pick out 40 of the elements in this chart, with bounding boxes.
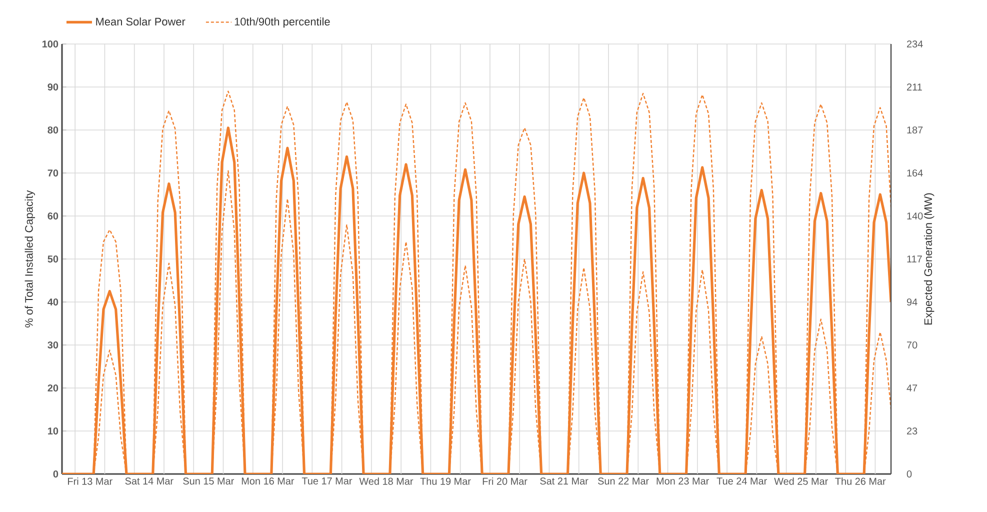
y-tick-label: 20 [48,384,58,392]
x-tick-label: Tue 24 Mar [716,478,767,485]
x-tick-label: Mon 16 Mar [242,478,294,485]
y-tick-label: 70 [48,169,58,177]
x-tick-label: Tue 17 Mar [302,478,352,484]
x-tick-label: Fri 13 Mar [68,478,112,485]
y-tick-label: 80 [48,126,58,134]
y-tick-label: 40 [48,298,58,306]
y2-tick-label: 234 [906,40,923,48]
y2-axis-title: Expected Generation (MW) [924,193,934,324]
y2-tick-label: 140 [907,212,923,220]
x-tick-label: Wed 18 Mar [359,478,414,485]
x-tick-label: Thu 19 Mar [420,478,471,485]
y-tick-label: 60 [48,212,58,220]
y2-tick-label: 164 [907,169,923,177]
y2-tick-label: 211 [906,84,922,90]
y2-tick-label: 0 [906,470,912,478]
y-tick-label: 50 [48,255,58,263]
x-tick-label: Sun 15 Mar [183,478,234,485]
y2-tick-label: 117 [907,256,922,262]
legend-label: 10th/90th percentile [234,17,330,28]
y-axis-title: % of Total Installed Capacity [24,190,36,328]
y2-tick-label: 23 [906,427,918,435]
x-tick-label: Mon 23 Mar [656,478,709,485]
y2-tick-label: 94 [906,298,918,306]
y-tick-label: 10 [48,427,58,435]
y-tick-label: 30 [48,341,58,349]
x-tick-label: Sun 22 Mar [598,478,649,485]
legend-label: Mean Solar Power [96,17,186,26]
y-tick-label: 90 [48,83,58,91]
x-tick-label: Thu 26 Mar [835,478,886,485]
x-tick-label: Wed 25 Mar [774,478,828,485]
x-tick-label: Fri 20 Mar [482,478,528,485]
y2-tick-label: 187 [907,126,923,134]
y-tick-label: 100 [42,40,58,48]
y-tick-label: 0 [53,470,58,478]
x-tick-label: Sat 21 Mar [540,478,588,485]
x-tick-label: Sat 14 Mar [125,478,174,485]
y2-tick-label: 70 [907,341,918,349]
y2-tick-label: 47 [906,384,918,392]
